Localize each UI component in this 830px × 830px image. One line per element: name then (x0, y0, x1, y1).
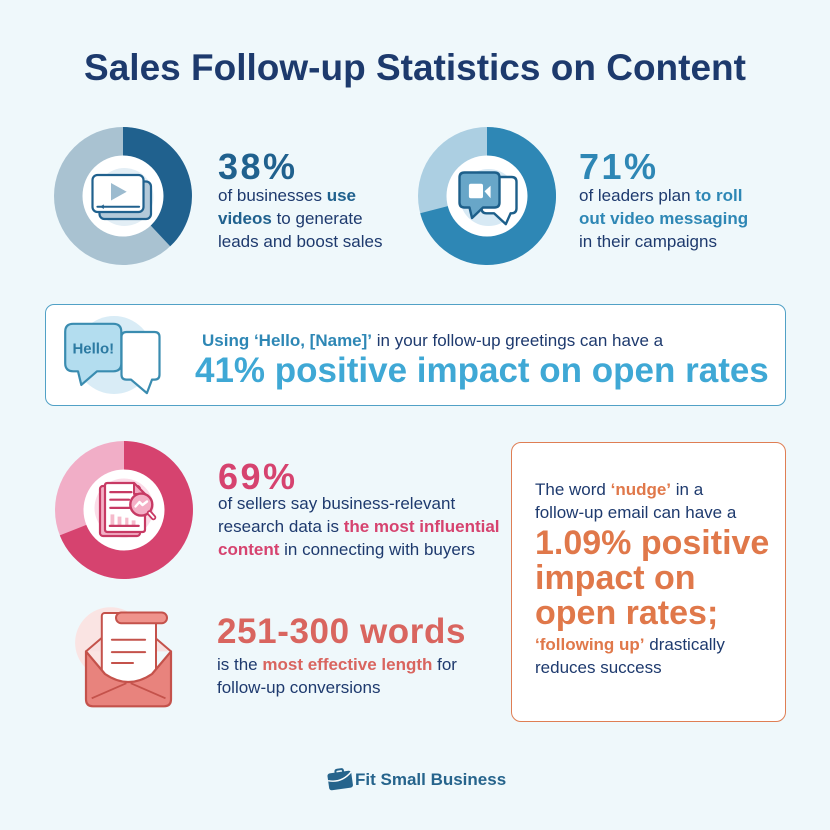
svg-text:Hello!: Hello! (72, 341, 114, 358)
